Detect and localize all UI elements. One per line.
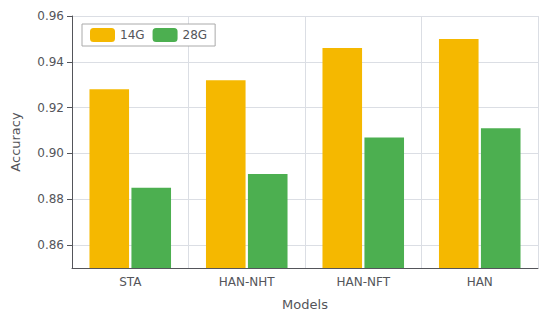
svg-text:HAN-NHT: HAN-NHT: [219, 275, 276, 289]
svg-text:HAN: HAN: [467, 275, 493, 289]
svg-text:0.90: 0.90: [37, 146, 64, 160]
svg-text:0.96: 0.96: [37, 9, 64, 23]
svg-text:0.86: 0.86: [37, 238, 64, 252]
svg-text:STA: STA: [119, 275, 142, 289]
svg-text:HAN-NFT: HAN-NFT: [336, 275, 390, 289]
svg-text:0.92: 0.92: [37, 101, 64, 115]
svg-text:28G: 28G: [183, 28, 208, 42]
svg-text:0.94: 0.94: [37, 55, 64, 69]
svg-text:Accuracy: Accuracy: [8, 112, 23, 172]
svg-text:Models: Models: [282, 297, 328, 312]
svg-text:0.88: 0.88: [37, 192, 64, 206]
svg-text:14G: 14G: [120, 28, 145, 42]
